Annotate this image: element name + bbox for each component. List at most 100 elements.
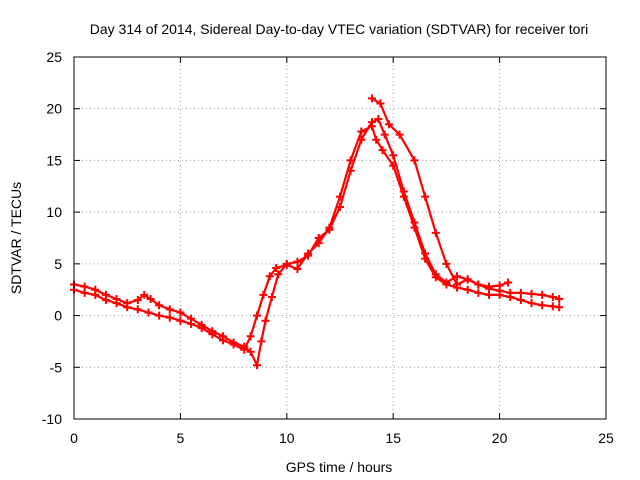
data-point	[133, 296, 142, 305]
data-point	[484, 290, 493, 299]
data-point	[155, 301, 164, 310]
data-point	[246, 347, 255, 356]
data-point	[304, 249, 313, 258]
data-point	[272, 263, 281, 272]
data-point	[495, 281, 504, 290]
data-point	[431, 273, 440, 282]
y-tick-label: 15	[46, 152, 62, 168]
y-axis-title: SDTVAR / TECUs	[8, 182, 24, 294]
data-point	[374, 115, 383, 124]
data-point	[267, 292, 276, 301]
data-point	[261, 316, 270, 325]
data-point	[257, 337, 266, 346]
data-point	[527, 289, 536, 298]
data-point	[91, 290, 100, 299]
data-point	[293, 257, 302, 266]
series-track-2	[70, 122, 564, 354]
data-point	[410, 223, 419, 232]
data-point	[357, 127, 366, 136]
data-point	[484, 282, 493, 291]
y-tick-label: 25	[46, 49, 62, 65]
series-layer	[70, 94, 564, 370]
data-point	[442, 280, 451, 289]
y-tick-label: -5	[50, 359, 63, 375]
data-point	[555, 295, 564, 304]
data-point	[410, 156, 419, 165]
data-point	[421, 254, 430, 263]
data-point	[240, 345, 249, 354]
data-point	[389, 151, 398, 160]
data-point	[474, 280, 483, 289]
data-point	[453, 280, 462, 289]
data-point	[253, 361, 262, 370]
data-point	[208, 330, 217, 339]
data-point	[282, 260, 291, 269]
data-point	[421, 192, 430, 201]
data-point	[325, 223, 334, 232]
data-point	[474, 288, 483, 297]
data-point	[463, 285, 472, 294]
x-tick-label: 15	[385, 430, 401, 446]
data-point	[538, 290, 547, 299]
data-point	[101, 296, 110, 305]
data-point	[495, 290, 504, 299]
data-point	[218, 336, 227, 345]
grid-lines	[74, 57, 606, 419]
data-point	[504, 278, 513, 287]
data-point	[123, 303, 132, 312]
data-point	[140, 290, 149, 299]
data-point	[165, 313, 174, 322]
axis-ticks	[73, 56, 607, 420]
data-point	[253, 311, 262, 320]
data-point	[463, 275, 472, 284]
x-tick-label: 25	[598, 430, 614, 446]
data-point	[548, 292, 557, 301]
chart-title: Day 314 of 2014, Sidereal Day-to-day VTE…	[90, 21, 589, 37]
data-point	[442, 259, 451, 268]
data-point	[336, 192, 344, 201]
data-point	[399, 192, 408, 201]
data-point	[506, 292, 515, 301]
data-point	[527, 299, 536, 308]
series-track-1	[70, 115, 564, 370]
data-point	[516, 296, 525, 305]
axis-tick-labels: 0 5 10 15 20 25 -10 -5 0 5 10 15 20 25	[42, 49, 614, 446]
x-tick-label: 20	[492, 430, 508, 446]
y-tick-label: 5	[54, 256, 62, 272]
series-track-3	[367, 94, 513, 291]
data-point	[314, 239, 323, 248]
data-point	[372, 135, 381, 144]
series-line	[72, 117, 561, 367]
data-point	[176, 316, 185, 325]
data-point	[144, 308, 153, 317]
data-point	[80, 288, 89, 297]
data-point	[395, 130, 404, 139]
data-point	[555, 303, 564, 312]
series-line	[370, 97, 510, 288]
data-point	[146, 295, 155, 304]
y-tick-label: 10	[46, 204, 62, 220]
data-point	[246, 332, 255, 341]
data-point	[367, 94, 376, 103]
data-point	[133, 305, 142, 314]
data-point	[259, 290, 268, 299]
data-point	[376, 99, 385, 108]
data-point	[229, 340, 238, 349]
data-point	[389, 161, 398, 170]
data-point	[378, 146, 387, 155]
y-tick-label: -10	[42, 411, 62, 427]
data-point	[197, 323, 206, 332]
x-axis-title: GPS time / hours	[286, 459, 393, 475]
data-point	[187, 319, 196, 328]
y-tick-label: 0	[54, 308, 62, 324]
data-point	[453, 272, 462, 281]
data-point	[176, 308, 185, 317]
data-point	[380, 130, 389, 139]
y-tick-label: 20	[46, 101, 62, 117]
data-point	[516, 288, 525, 297]
data-point	[293, 265, 302, 274]
x-tick-label: 10	[279, 430, 295, 446]
data-point	[346, 156, 355, 165]
data-point	[538, 301, 547, 310]
